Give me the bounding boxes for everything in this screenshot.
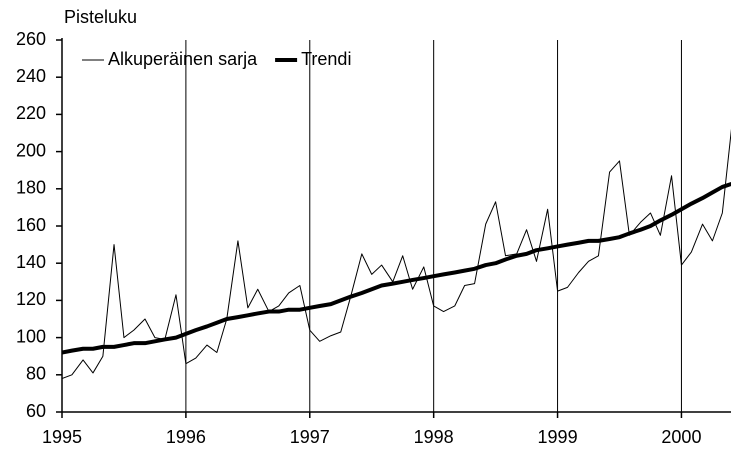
y-tick-label: 240 [16, 66, 46, 86]
y-tick-label: 140 [16, 252, 46, 272]
y-tick-label: 160 [16, 215, 46, 235]
x-tick-label: 2000 [661, 427, 701, 447]
plot-area [62, 128, 731, 379]
x-tick-label: 1995 [42, 427, 82, 447]
series-line [62, 128, 731, 379]
y-tick-label: 220 [16, 103, 46, 123]
legend-label: Trendi [301, 49, 351, 69]
x-tick-label: 1999 [538, 427, 578, 447]
x-tick-label: 1998 [414, 427, 454, 447]
y-tick-label: 80 [26, 364, 46, 384]
y-tick-label: 100 [16, 326, 46, 346]
y-axis-label: Pisteluku [64, 7, 137, 27]
y-tick-label: 180 [16, 178, 46, 198]
x-tick-label: 1996 [166, 427, 206, 447]
legend-label: Alkuperäinen sarja [108, 49, 258, 69]
y-tick-label: 200 [16, 140, 46, 160]
y-tick-label: 260 [16, 29, 46, 49]
y-tick-label: 60 [26, 401, 46, 421]
series-line [62, 181, 731, 355]
x-tick-label: 1997 [290, 427, 330, 447]
y-tick-label: 120 [16, 289, 46, 309]
